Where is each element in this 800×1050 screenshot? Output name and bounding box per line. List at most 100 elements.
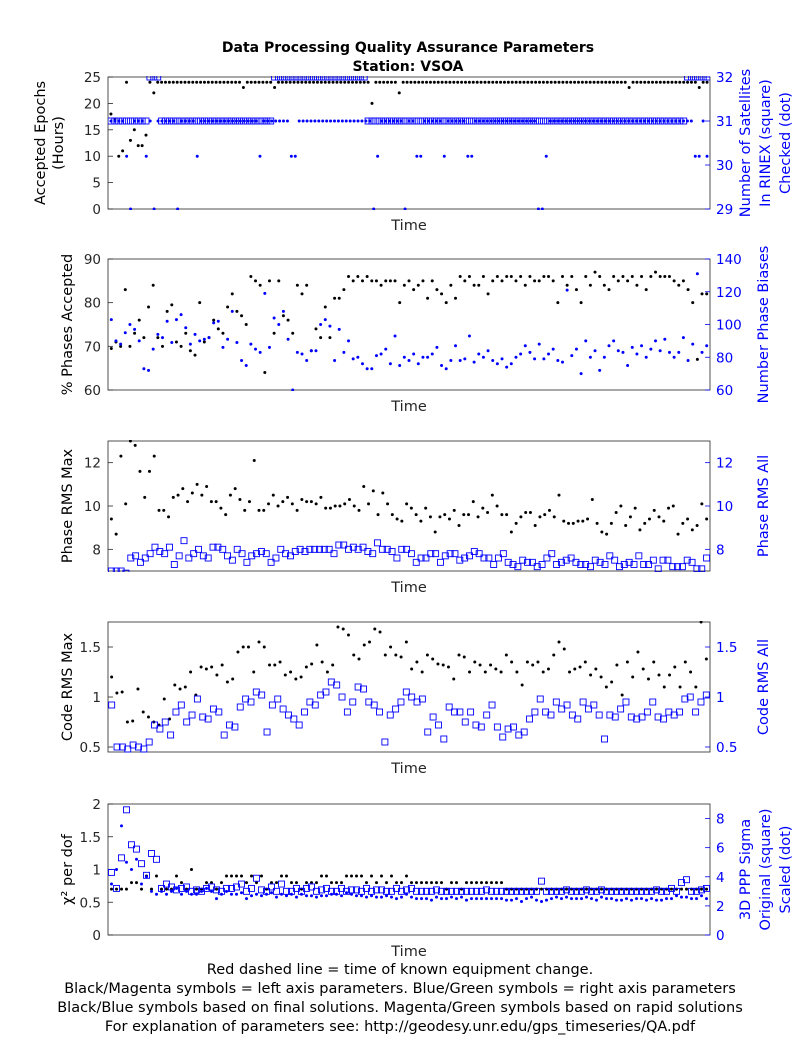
data-dot: [399, 655, 403, 659]
data-square: [383, 545, 391, 553]
data-dot: [347, 80, 351, 84]
data-dot: [480, 897, 483, 901]
data-square: [643, 708, 651, 716]
data-dot: [257, 508, 261, 512]
data-dot: [460, 895, 463, 899]
data-dot: [607, 344, 611, 348]
data-dot: [454, 344, 458, 348]
right-tick-label: 140: [716, 252, 742, 268]
data-dot: [458, 359, 462, 363]
data-dot: [693, 154, 697, 158]
data-square: [183, 718, 191, 726]
data-dot: [481, 506, 485, 510]
data-square: [640, 561, 648, 568]
data-dot: [357, 508, 361, 512]
data-square: [422, 554, 430, 562]
data-dot: [483, 80, 487, 84]
data-square: [258, 886, 265, 894]
data-dot: [295, 350, 299, 354]
series-1-left-dot: [109, 270, 709, 375]
data-dot: [115, 887, 118, 891]
data-dot: [570, 354, 574, 358]
data-dot: [510, 898, 513, 902]
data-square: [352, 76, 360, 81]
data-dot: [689, 80, 693, 84]
left-axis-label: Code RMS Max: [60, 633, 76, 742]
data-dot: [282, 119, 286, 123]
data-square: [635, 552, 643, 560]
data-square: [161, 550, 169, 558]
data-dot: [468, 670, 472, 674]
data-dot: [319, 80, 323, 84]
data-square: [443, 887, 450, 895]
data-dot: [470, 154, 474, 158]
data-dot: [444, 367, 448, 371]
data-square: [268, 701, 276, 709]
data-square: [504, 725, 512, 733]
data-dot: [435, 345, 439, 349]
data-square: [325, 545, 333, 553]
data-dot: [500, 881, 503, 885]
data-square: [579, 698, 587, 706]
data-dot: [356, 355, 360, 359]
right-tick-label: 1.5: [716, 640, 737, 656]
data-square: [435, 721, 442, 729]
data-dot: [190, 491, 194, 495]
data-dot: [315, 643, 319, 647]
data-dot: [188, 349, 192, 353]
data-dot: [477, 283, 481, 287]
data-dot: [183, 80, 187, 84]
data-square: [127, 554, 135, 562]
data-dot: [438, 515, 442, 519]
data-square: [498, 887, 505, 895]
data-dot: [355, 894, 358, 898]
data-dot: [405, 80, 409, 84]
panel-2: 60 70 80 90 60 80 100 120 140 Time % Phases Accept…: [60, 246, 772, 415]
data-square: [477, 723, 485, 731]
data-dot: [495, 504, 499, 508]
data-dot: [500, 279, 504, 283]
data-square: [622, 698, 630, 706]
data-dot: [405, 892, 408, 896]
data-dot: [654, 80, 658, 84]
data-dot: [260, 894, 263, 898]
data-dot: [214, 80, 218, 84]
data-square: [453, 887, 460, 895]
data-dot: [370, 874, 373, 878]
data-dot: [599, 119, 603, 123]
data-dot: [241, 86, 245, 90]
data-dot: [356, 119, 360, 123]
data-dot: [210, 80, 214, 84]
data-dot: [443, 513, 447, 517]
data-dot: [156, 80, 160, 84]
data-dot: [320, 874, 323, 878]
data-dot: [270, 119, 274, 123]
data-dot: [378, 80, 382, 84]
right-tick-label: 1: [716, 690, 725, 706]
data-dot: [167, 80, 171, 84]
data-square: [333, 76, 341, 81]
data-dot: [462, 655, 466, 659]
data-dot: [576, 80, 580, 84]
data-dot: [528, 511, 532, 514]
data-dot: [444, 301, 448, 305]
data-square: [282, 76, 290, 81]
data-dot: [321, 119, 325, 123]
data-dot: [478, 663, 482, 667]
data-dot: [215, 887, 218, 891]
data-dot: [634, 119, 638, 123]
data-dot: [431, 119, 435, 123]
data-dot: [658, 119, 662, 123]
data-square: [699, 76, 707, 81]
data-dot: [372, 207, 376, 210]
data-dot: [171, 80, 175, 84]
data-dot: [347, 339, 351, 343]
right-axis-label: 3D PPP Sigma: [738, 819, 754, 920]
data-square: [695, 76, 703, 81]
data-square: [702, 691, 710, 699]
data-dot: [180, 881, 183, 885]
data-dot: [662, 119, 666, 123]
data-dot: [170, 889, 173, 893]
data-dot: [513, 119, 517, 123]
data-dot: [333, 296, 337, 300]
